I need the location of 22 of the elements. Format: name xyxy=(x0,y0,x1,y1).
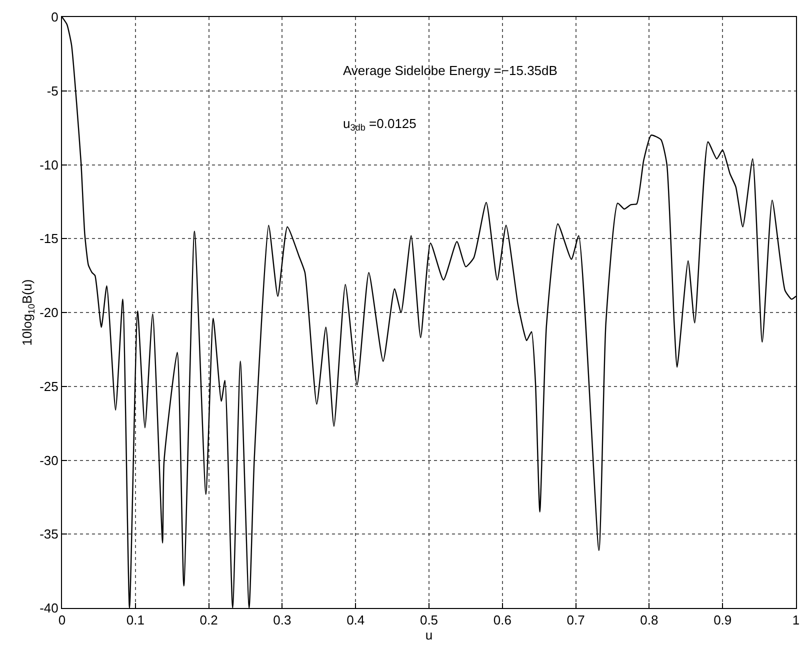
x-axis-title: u xyxy=(425,628,433,643)
y-tick-label: 0 xyxy=(51,10,58,25)
y-tick-label: -30 xyxy=(40,452,58,468)
x-tick-label: 0.5 xyxy=(420,612,438,628)
x-tick-label: 0.4 xyxy=(346,612,365,628)
x-tick-label: 0.7 xyxy=(566,612,585,628)
y-tick-label: -35 xyxy=(40,526,58,542)
x-tick-label: 0.6 xyxy=(493,612,512,628)
x-tick-label: 0.8 xyxy=(640,612,658,628)
x-tick-label: 0.9 xyxy=(714,612,732,628)
x-tick-label: 0.2 xyxy=(200,612,218,628)
y-tick-label: -10 xyxy=(40,157,58,172)
annotation: u$_{3db}$ =0.0125 xyxy=(343,116,416,133)
y-tick-label: -25 xyxy=(40,378,58,394)
annotation: Average Sidelobe Energy =−15.35dB xyxy=(343,63,558,78)
y-tick-label: -20 xyxy=(40,305,58,320)
y-tick-label: -15 xyxy=(40,231,58,246)
x-tick-label: 0.1 xyxy=(126,612,144,628)
x-tick-label: 0.3 xyxy=(273,612,292,628)
x-tick-label: 1 xyxy=(792,612,800,628)
y-tick-label: -40 xyxy=(40,600,58,616)
y-tick-label: -5 xyxy=(46,83,58,98)
